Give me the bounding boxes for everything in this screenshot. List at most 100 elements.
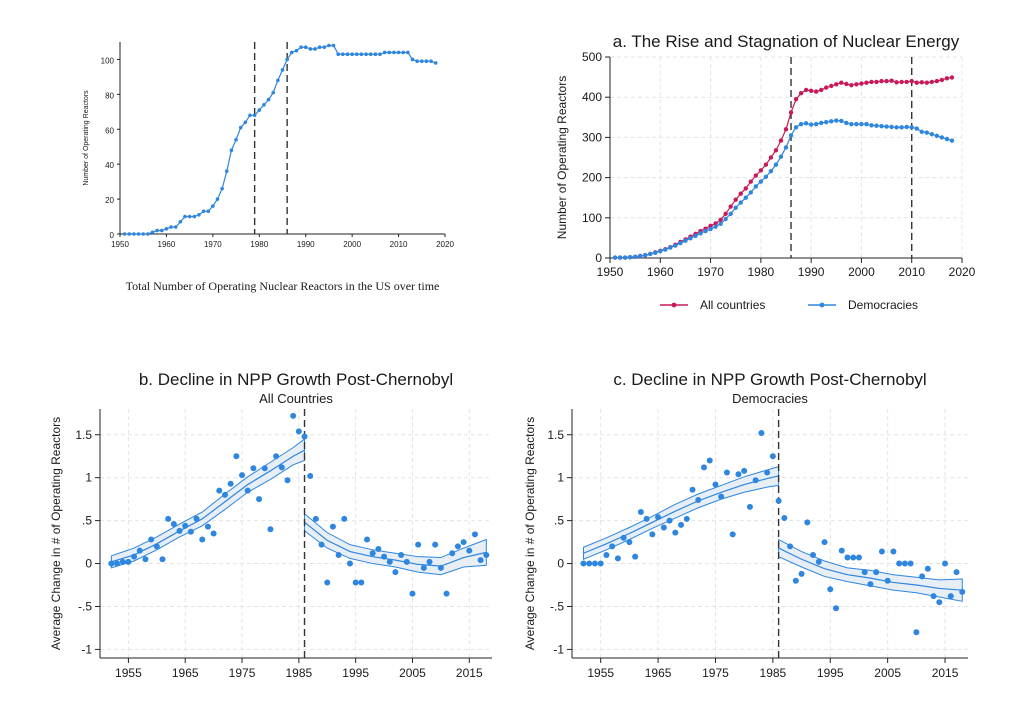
data-point	[869, 79, 874, 85]
data-point	[290, 412, 297, 419]
data-point	[798, 121, 804, 127]
data-point	[879, 123, 884, 129]
data-point	[419, 59, 424, 63]
data-point	[603, 551, 610, 558]
data-point	[229, 148, 234, 153]
data-point	[303, 45, 308, 50]
x-tick-label: 1960	[647, 265, 674, 279]
data-point	[764, 469, 771, 476]
x-tick-label: 1965	[172, 666, 199, 680]
x-tick-label: 2000	[343, 240, 361, 249]
data-point	[612, 255, 618, 260]
data-point	[703, 228, 708, 234]
data-point	[336, 52, 341, 57]
data-point	[718, 493, 725, 500]
x-tick-label: 1965	[645, 666, 672, 680]
data-point	[386, 558, 393, 565]
data-point	[410, 57, 415, 62]
y-tick-label: .5	[554, 514, 564, 528]
data-point	[949, 138, 955, 143]
data-point	[884, 577, 891, 584]
data-point	[753, 184, 759, 189]
data-point	[322, 45, 327, 50]
data-point	[854, 121, 859, 127]
y-tick-label: 0	[557, 557, 564, 571]
chart-title: a. The Rise and Stagnation of Nuclear En…	[613, 32, 960, 51]
y-axis-label: Number of Operating Reactors	[555, 76, 569, 239]
data-point	[141, 232, 146, 236]
data-point	[953, 569, 960, 576]
x-tick-label: 1950	[597, 265, 624, 279]
data-point	[934, 133, 940, 138]
data-point	[169, 225, 173, 229]
y-tick-label: 1	[557, 471, 564, 485]
data-point	[708, 226, 713, 232]
data-point	[368, 52, 373, 57]
data-point	[119, 558, 126, 565]
data-point	[591, 560, 598, 567]
x-tick-label: 2005	[874, 666, 901, 680]
y-tick-label: 1.5	[547, 428, 564, 442]
data-point	[723, 469, 730, 476]
data-point	[433, 61, 438, 65]
data-point	[689, 486, 696, 493]
data-point	[864, 80, 869, 85]
data-point	[827, 586, 834, 593]
data-point	[743, 186, 748, 191]
y-tick-label: 40	[105, 161, 114, 170]
data-point	[894, 80, 899, 85]
data-point	[959, 588, 966, 595]
y-tick-label: 1	[85, 471, 92, 485]
data-point	[327, 43, 331, 48]
data-point	[398, 551, 405, 558]
legend-swatch-marker	[671, 302, 677, 308]
series-line	[615, 76, 953, 259]
data-point	[341, 52, 345, 57]
data-point	[136, 232, 141, 236]
data-point	[808, 88, 814, 93]
data-point	[609, 543, 616, 550]
x-tick-label: 1995	[817, 666, 844, 680]
data-point	[159, 228, 164, 233]
data-point	[884, 78, 889, 84]
data-point	[224, 169, 229, 173]
data-point	[301, 433, 308, 440]
data-point	[713, 224, 718, 229]
data-point	[460, 539, 467, 546]
data-point	[733, 205, 738, 210]
fit-line	[304, 521, 487, 567]
data-point	[477, 557, 484, 564]
series-line	[124, 44, 436, 235]
data-point	[748, 190, 753, 195]
data-point	[849, 82, 854, 88]
data-point	[176, 527, 183, 534]
data-point	[824, 119, 829, 125]
data-point	[743, 195, 748, 200]
data-point	[318, 541, 325, 548]
data-point	[775, 497, 782, 504]
data-point	[678, 240, 683, 246]
data-point	[873, 569, 880, 576]
data-point	[698, 231, 703, 236]
data-point	[289, 50, 294, 55]
data-point	[350, 52, 354, 57]
data-point	[136, 547, 143, 554]
data-point	[454, 543, 461, 550]
data-point	[649, 531, 656, 538]
data-point	[148, 536, 155, 543]
data-point	[238, 125, 243, 130]
data-point	[729, 531, 736, 538]
data-point	[944, 76, 950, 81]
data-point	[778, 154, 784, 159]
data-point	[373, 52, 378, 57]
data-point	[211, 204, 215, 208]
chart-title: c. Decline in NPP Growth Post-Chernobyl	[613, 370, 926, 389]
data-point	[432, 541, 439, 548]
y-tick-label: 20	[105, 196, 114, 205]
data-point	[763, 162, 769, 167]
data-point	[889, 124, 894, 130]
data-point	[942, 560, 949, 567]
data-point	[354, 52, 359, 57]
x-tick-label: 1960	[158, 240, 176, 249]
x-tick-label: 1990	[297, 240, 315, 249]
